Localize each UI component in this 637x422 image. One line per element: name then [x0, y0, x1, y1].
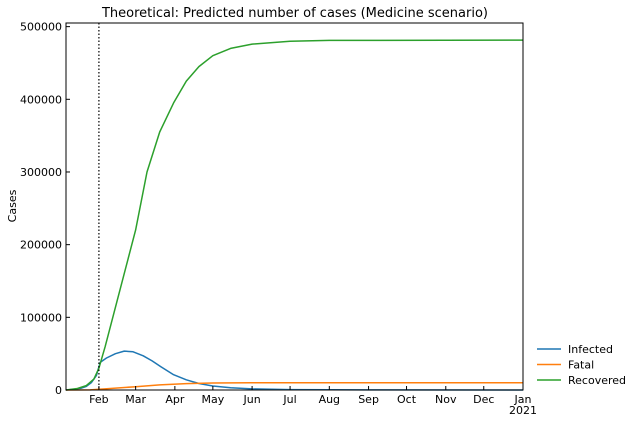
x-tick-label: Jun	[242, 393, 260, 406]
x-tick-label: Nov	[435, 393, 457, 406]
chart-title: Theoretical: Predicted number of cases (…	[101, 6, 488, 21]
plot-area	[65, 23, 524, 391]
x-tick-label: Feb	[89, 393, 108, 406]
legend-label-fatal: Fatal	[568, 359, 594, 372]
x-tick-label: Jul	[282, 393, 296, 406]
y-tick-label: 200000	[20, 239, 62, 252]
x-tick-label: Sep	[358, 393, 379, 406]
x-tick-label: May	[201, 393, 224, 406]
x-tick-label: Jan	[514, 393, 532, 406]
x-tick-label: Aug	[319, 393, 340, 406]
series-line-infected	[65, 350, 524, 391]
y-tick-label: 300000	[20, 166, 62, 179]
y-tick-label: 100000	[20, 311, 62, 324]
series-line-fatal	[65, 381, 523, 391]
x-tick-sublabel: 2021	[509, 404, 537, 417]
x-tick-label: Apr	[165, 393, 185, 406]
legend: Infected Fatal Recovered	[537, 343, 626, 387]
y-tick-label: 500000	[20, 21, 62, 34]
legend-label-infected: Infected	[568, 343, 613, 356]
y-tick-label: 0	[55, 384, 62, 397]
y-axis-ticks: 0 100000 200000 300000 400000 500000	[20, 21, 70, 397]
y-axis-label: Cases	[6, 189, 19, 222]
legend-label-recovered: Recovered	[568, 374, 626, 387]
x-tick-label: Mar	[125, 393, 146, 406]
series-line-recovered	[65, 39, 524, 391]
y-tick-label: 400000	[20, 93, 62, 106]
x-tick-label: Oct	[397, 393, 417, 406]
plot-frame	[65, 22, 524, 391]
x-tick-label: Dec	[473, 393, 494, 406]
